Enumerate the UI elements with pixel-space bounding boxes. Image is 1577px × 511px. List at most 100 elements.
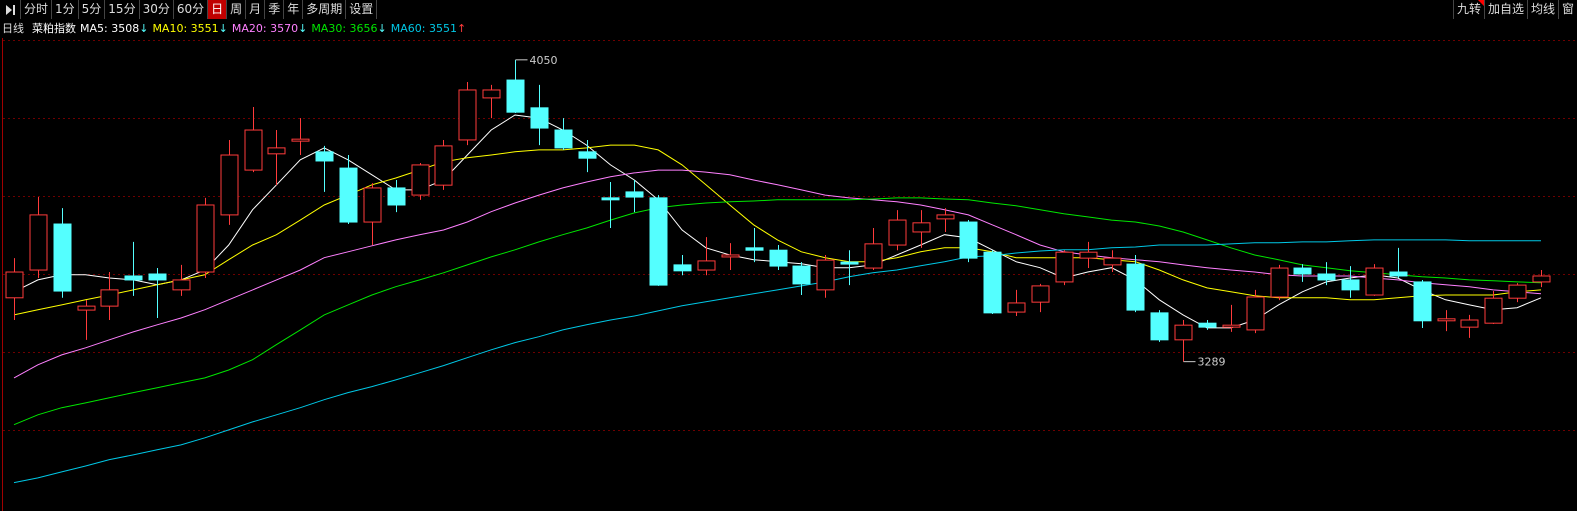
period-tab[interactable]: 设置 (346, 0, 378, 19)
period-tabs: 分时 1分 5分 15分 30分 60分日周月季年多周期 设置 (0, 0, 378, 20)
candle-body (434, 145, 453, 186)
candle-body (959, 221, 978, 259)
candle-body (315, 151, 334, 162)
tool-buttons: 九转 加自选 均线窗 (1452, 0, 1577, 20)
candle-body (363, 187, 382, 223)
candle-body (1413, 281, 1432, 322)
candle-body (1532, 275, 1551, 283)
candle-body (172, 279, 191, 291)
candle-body (625, 191, 644, 198)
period: 日线 (2, 22, 24, 35)
legend-trend: ↓ (377, 22, 387, 35)
toolbar: 分时 1分 5分 15分 30分 60分日周月季年多周期 设置 九转 加自选 均线窗 (0, 0, 1577, 20)
legend-entry: MA30: 3656↓ (311, 21, 386, 37)
candle-body (721, 254, 740, 258)
candle-body (840, 261, 859, 265)
candle-body (1389, 271, 1408, 277)
legend-label: MA5: 3508 (80, 22, 140, 35)
ma-line (13, 144, 1542, 316)
candle-body (816, 259, 835, 291)
candle-body (983, 251, 1002, 314)
period-tab[interactable]: 季 (265, 0, 285, 19)
candle-body (554, 129, 573, 149)
period-tab[interactable]: 周 (227, 0, 247, 19)
candle-body (601, 197, 620, 201)
tool-button[interactable]: 加自选 (1483, 0, 1527, 19)
tool-button[interactable]: 九转 (1452, 0, 1484, 19)
legend-entry: MA5: 3508↓ (80, 21, 148, 37)
period-tab[interactable]: 30分 (140, 0, 174, 19)
candle-body (530, 107, 549, 129)
candle-body (1437, 318, 1456, 322)
period-tab[interactable]: 1分 (52, 0, 79, 19)
period-tab[interactable]: 分时 (21, 0, 53, 19)
period-tab[interactable]: 多周期 (303, 0, 347, 19)
candle-body (244, 129, 263, 171)
candle-body (1293, 267, 1312, 275)
candle-body (697, 260, 716, 271)
candle-body (1174, 324, 1193, 341)
grid (3, 40, 1577, 431)
candle-body (1150, 312, 1169, 341)
candle-body (29, 214, 48, 271)
candle-body (77, 305, 96, 311)
period-tab[interactable]: 年 (284, 0, 304, 19)
candle-body (482, 89, 501, 99)
candle-body (387, 187, 406, 206)
period-tab[interactable]: 月 (246, 0, 266, 19)
candle-body (864, 243, 883, 269)
candle-body (196, 204, 215, 273)
ma-line (13, 169, 1542, 379)
candle-body (411, 164, 430, 196)
badge (1477, 0, 1484, 6)
legend-label: MA20: 3570 (231, 22, 299, 35)
legend-entry: MA60: 3551↑ (391, 21, 466, 37)
candle-body (936, 214, 955, 220)
candle-body (792, 265, 811, 285)
candle-body (1460, 319, 1479, 328)
candle-body (267, 147, 286, 155)
legend-entry: MA10: 3551↓ (152, 21, 227, 37)
candle-body (100, 289, 119, 307)
legend-trend: ↓ (218, 22, 228, 35)
ma-line (13, 197, 1542, 426)
annotation: 3289 (1198, 356, 1226, 369)
candle-body (1484, 297, 1503, 324)
candle-body (912, 222, 931, 233)
ma-line (13, 114, 1542, 329)
period-tab[interactable]: 60分 (174, 0, 209, 19)
tool-button[interactable]: 均线 (1526, 0, 1558, 19)
candle-body (5, 271, 24, 299)
legend-trend: ↑ (456, 22, 467, 35)
candle-body (1079, 251, 1098, 259)
candle-body (769, 249, 788, 267)
candle-body (458, 89, 477, 141)
tool-button[interactable]: 窗 (1557, 0, 1577, 19)
candle-body (53, 223, 72, 292)
candle-body (291, 138, 310, 142)
candle-body (578, 151, 597, 159)
legend-entry: MA20: 3570↓ (232, 21, 307, 37)
candle-body (124, 275, 143, 281)
candle-body (1126, 263, 1145, 311)
candle-body (1031, 285, 1050, 303)
period-tab[interactable]: 5分 (79, 0, 106, 19)
toggle-icon[interactable] (0, 0, 21, 19)
period-tab[interactable]: 15分 (105, 0, 140, 19)
legend-trend: ↓ (139, 22, 149, 35)
candle-body (1198, 322, 1217, 328)
candle-body (148, 273, 167, 281)
candle-body (1317, 273, 1336, 281)
period-tab[interactable]: 日 (208, 0, 228, 19)
candle-body (888, 219, 907, 246)
candle-body (1222, 324, 1241, 328)
candle-body (339, 167, 358, 223)
candle-body (1365, 267, 1384, 296)
candle-body (1103, 257, 1122, 266)
candle-body (506, 79, 525, 113)
candle-body (745, 247, 764, 251)
candle-body (1508, 284, 1527, 299)
chart-header: 日线 菜粕指数 MA5: 3508↓ MA10: 3551↓ MA20: 3570↓… (2, 21, 466, 37)
legend-label: MA30: 3656 (311, 22, 378, 35)
